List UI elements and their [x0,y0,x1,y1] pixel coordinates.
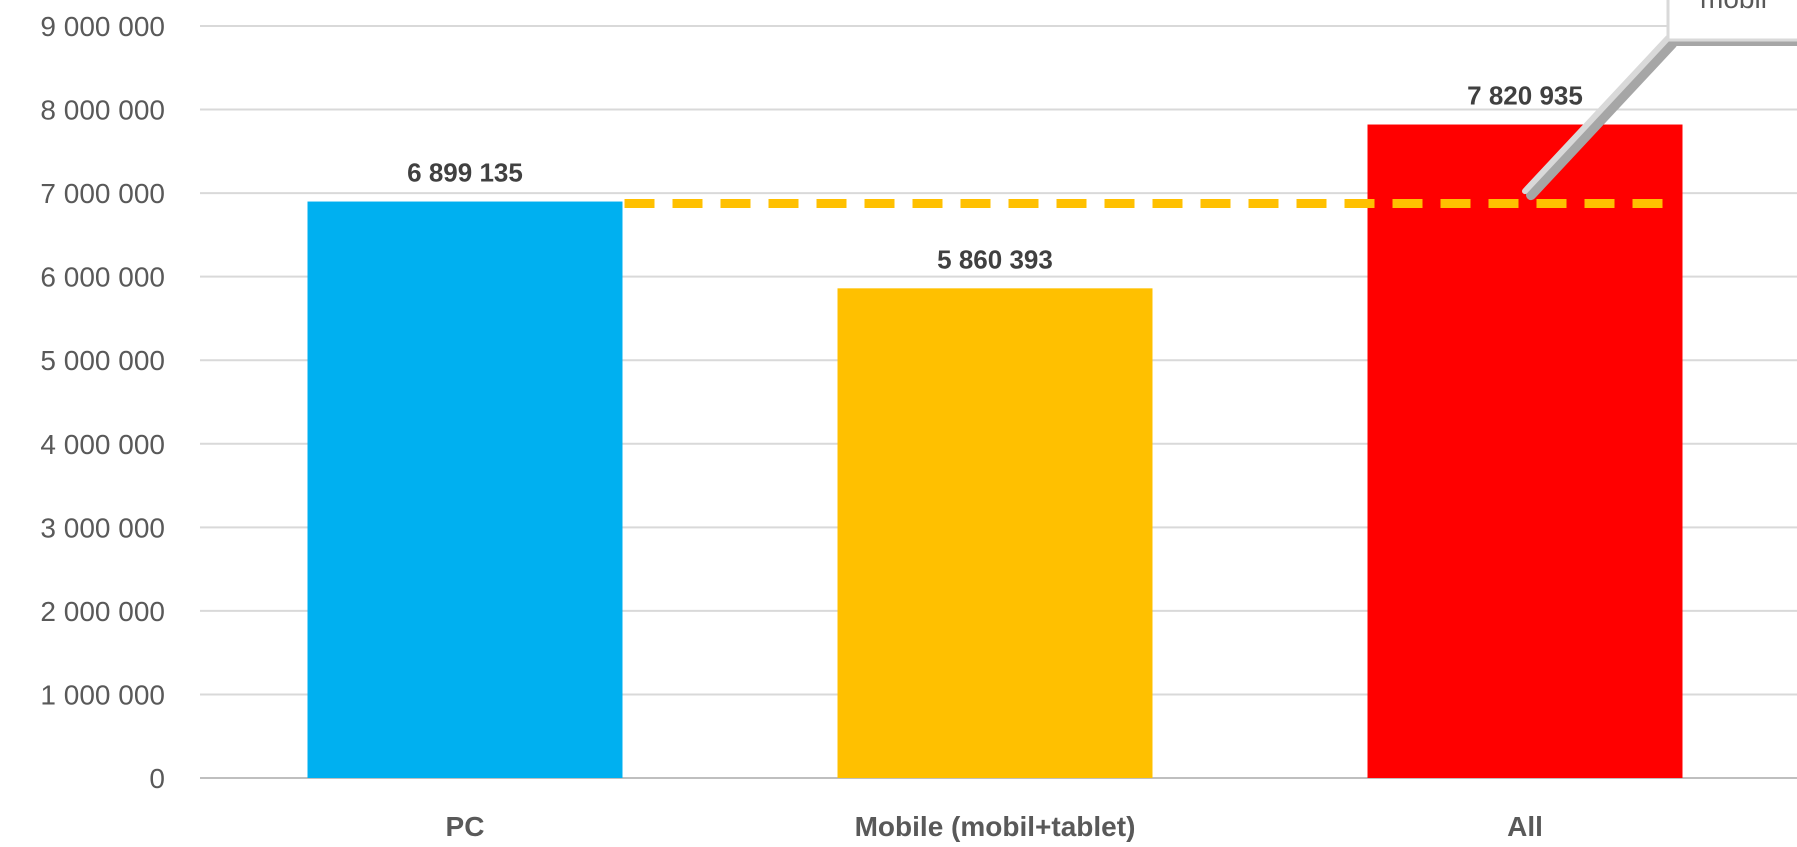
data-label: 5 860 393 [937,244,1053,274]
y-tick-label: 4 000 000 [40,429,165,460]
bar [837,288,1153,778]
callout-label: mobil [1700,0,1767,14]
bar [1367,124,1683,778]
data-label: 7 820 935 [1467,81,1583,111]
y-tick-label: 1 000 000 [40,679,165,710]
callout-shadow [1526,39,1677,201]
callout-group: mobil [1522,0,1797,201]
y-tick-label: 9 000 000 [40,11,165,42]
y-axis: 0 1 000 000 2 000 000 3 000 000 4 000 000 5 0… [40,11,165,794]
callout-box [1666,0,1797,42]
bar [307,201,623,778]
y-tick-label: 5 000 000 [40,345,165,376]
x-tick-label: PC [446,811,485,842]
callout-leader [1522,35,1671,195]
data-label: 6 899 135 [407,158,523,188]
y-tick-label: 6 000 000 [40,262,165,293]
y-tick-label: 3 000 000 [40,512,165,543]
y-tick-label: 7 000 000 [40,178,165,209]
x-axis: PC Mobile (mobil+tablet) All [446,811,1543,842]
x-tick-label: Mobile (mobil+tablet) [855,811,1136,842]
y-tick-label: 2 000 000 [40,596,165,627]
bars [307,124,1683,778]
y-tick-label: 8 000 000 [40,95,165,126]
x-tick-label: All [1507,811,1543,842]
data-labels: 6 899 135 5 860 393 7 820 935 [407,81,1583,275]
y-tick-label: 0 [149,763,165,794]
